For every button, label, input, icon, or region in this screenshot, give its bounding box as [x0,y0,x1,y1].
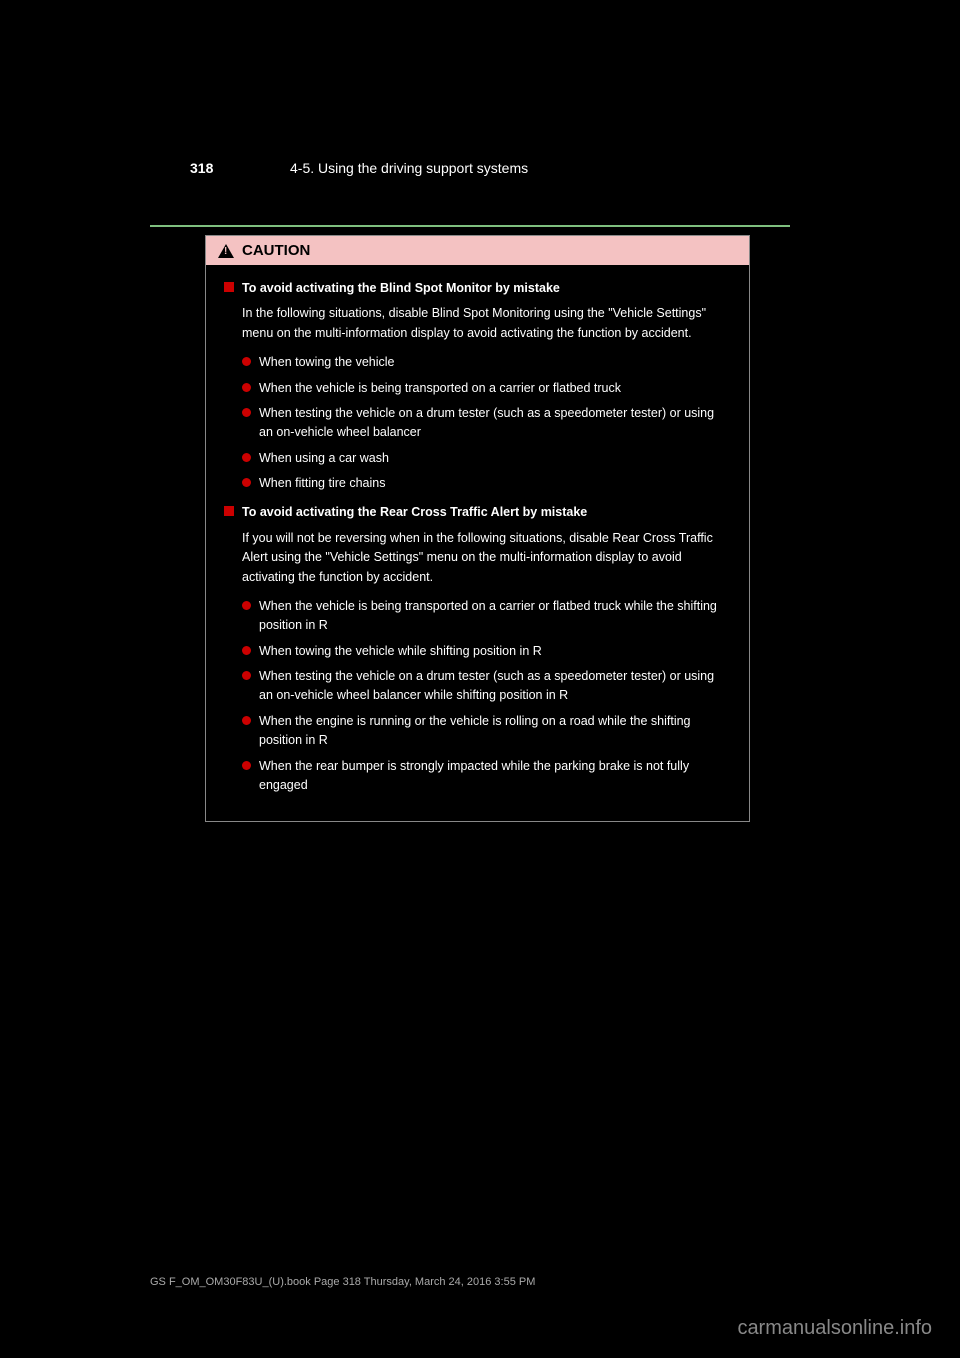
watermark: carmanualsonline.info [737,1317,932,1340]
red-bullet-icon [242,453,251,462]
section-intro: In the following situations, disable Bli… [242,304,731,343]
bullet-item: When using a car wash [242,449,731,468]
red-bullet-icon [242,671,251,680]
red-bullet-icon [242,357,251,366]
caution-body: To avoid activating the Blind Spot Monit… [206,265,749,821]
bullet-item: When testing the vehicle on a drum teste… [242,404,731,443]
bullet-text: When the engine is running or the vehicl… [259,712,731,751]
bullet-item: When towing the vehicle while shifting p… [242,642,731,661]
red-bullet-icon [242,716,251,725]
date-footer: GS F_OM_OM30F83U_(U).book Page 318 Thurs… [150,1276,535,1288]
red-square-icon [224,506,234,516]
bullet-text: When testing the vehicle on a drum teste… [259,404,731,443]
bullet-item: When fitting tire chains [242,474,731,493]
bullet-item: When the vehicle is being transported on… [242,597,731,636]
bullet-item: When the vehicle is being transported on… [242,379,731,398]
section-title-text: To avoid activating the Blind Spot Monit… [242,279,560,298]
caution-box: CAUTION To avoid activating the Blind Sp… [205,235,750,822]
bullet-text: When the vehicle is being transported on… [259,597,731,636]
red-square-icon [224,282,234,292]
bullet-item: When towing the vehicle [242,353,731,372]
red-bullet-icon [242,646,251,655]
separator-line [150,225,790,227]
bullet-text: When using a car wash [259,449,731,468]
red-bullet-icon [242,478,251,487]
bullet-text: When towing the vehicle while shifting p… [259,642,731,661]
red-bullet-icon [242,383,251,392]
section-intro: If you will not be reversing when in the… [242,529,731,587]
bullet-text: When towing the vehicle [259,353,731,372]
caution-header: CAUTION [206,236,749,265]
bullet-item: When the rear bumper is strongly impacte… [242,757,731,796]
bullet-text: When testing the vehicle on a drum teste… [259,667,731,706]
bullet-text: When the vehicle is being transported on… [259,379,731,398]
bullet-text: When fitting tire chains [259,474,731,493]
warning-triangle-icon [218,244,234,258]
bullet-item: When the engine is running or the vehicl… [242,712,731,751]
section-title: To avoid activating the Rear Cross Traff… [224,503,731,522]
section-header: 4-5. Using the driving support systems [290,160,528,176]
page-number: 318 [190,160,213,176]
red-bullet-icon [242,408,251,417]
caution-label: CAUTION [242,242,310,259]
section-title-text: To avoid activating the Rear Cross Traff… [242,503,587,522]
bullet-text: When the rear bumper is strongly impacte… [259,757,731,796]
red-bullet-icon [242,601,251,610]
section-title: To avoid activating the Blind Spot Monit… [224,279,731,298]
bullet-item: When testing the vehicle on a drum teste… [242,667,731,706]
red-bullet-icon [242,761,251,770]
